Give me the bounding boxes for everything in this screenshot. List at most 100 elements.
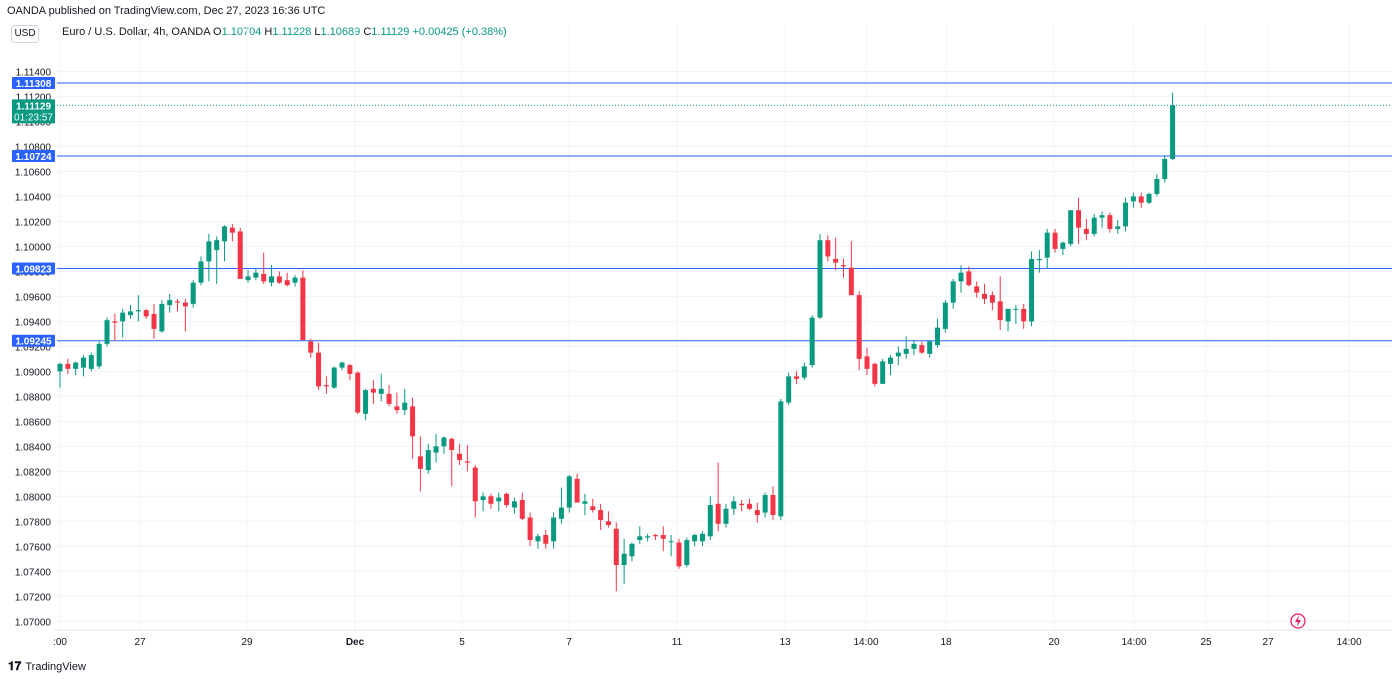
tradingview-logo-icon: 𝟏𝟕: [8, 659, 22, 673]
candle-body: [676, 542, 682, 567]
candle-body: [308, 341, 314, 353]
lightning-icon: [1290, 613, 1306, 629]
candle-body: [637, 536, 643, 541]
candle-body: [645, 536, 651, 538]
y-tick-label: 1.08600: [15, 417, 52, 428]
y-tick-label: 1.07200: [15, 592, 52, 603]
candle-body: [417, 456, 423, 469]
level-price-label: 1.09823: [15, 265, 52, 276]
x-tick-label: 14:00: [1121, 637, 1146, 648]
candle-body: [715, 503, 721, 524]
candle-body: [1099, 215, 1105, 218]
candle-body: [1068, 210, 1074, 244]
y-tick-label: 1.10800: [15, 142, 52, 153]
y-tick-label: 1.11400: [16, 67, 52, 78]
candle-body: [143, 310, 149, 317]
y-tick-label: 1.07800: [15, 517, 52, 528]
candle-body: [1138, 196, 1144, 203]
y-tick-label: 1.10000: [15, 242, 52, 253]
candle-body: [190, 282, 196, 304]
candle-body: [175, 301, 181, 303]
footer-brand[interactable]: 𝟏𝟕 TradingView: [8, 659, 86, 674]
x-tick-label: :00: [53, 637, 67, 648]
candle-body: [895, 352, 901, 357]
x-tick-label: 20: [1048, 637, 1060, 648]
candle-body: [276, 276, 282, 283]
candle-body: [605, 521, 611, 526]
candle-body: [198, 261, 204, 283]
candle-body: [253, 272, 259, 278]
candle-body: [323, 385, 329, 387]
candle-body: [370, 388, 376, 393]
candle-body: [786, 376, 792, 403]
y-tick-label: 1.09200: [15, 342, 52, 353]
candle-body: [386, 393, 392, 404]
candle-body: [731, 501, 737, 509]
candle-body: [856, 295, 862, 359]
candle-body: [182, 302, 188, 307]
candle-body: [159, 303, 165, 332]
candle-body: [511, 501, 517, 508]
x-tick-label: 25: [1200, 637, 1212, 648]
x-tick-label: 11: [672, 637, 683, 648]
candle-body: [582, 501, 588, 504]
candle-body: [1083, 228, 1089, 234]
candle-body: [425, 450, 431, 471]
candle-body: [292, 277, 298, 283]
y-tick-label: 1.07400: [15, 567, 52, 578]
candle-body: [472, 467, 478, 502]
candle-body: [316, 352, 322, 387]
candle-body: [1170, 105, 1176, 159]
candle-body: [488, 496, 494, 504]
candle-body: [746, 503, 752, 509]
candle-body: [911, 343, 917, 349]
candle-body: [245, 276, 251, 281]
candle-body: [809, 317, 815, 366]
x-tick-label: 29: [241, 637, 253, 648]
candle-body: [1123, 202, 1129, 227]
candle-body: [927, 341, 933, 354]
candle-body: [778, 401, 784, 517]
candle-body: [684, 540, 690, 566]
candle-body: [284, 280, 290, 286]
level-price-badge: [12, 334, 55, 347]
candle-body: [394, 406, 400, 411]
candle-body: [629, 543, 635, 557]
open-label: O: [213, 26, 222, 38]
candle-body: [1005, 308, 1011, 322]
symbol-title[interactable]: Euro / U.S. Dollar, 4h, OANDA: [62, 26, 210, 38]
candle-body: [692, 535, 698, 542]
candle-body: [613, 528, 619, 566]
candle-body: [206, 241, 212, 262]
candle-body: [652, 535, 658, 537]
currency-badge[interactable]: USD: [11, 25, 39, 43]
x-tick-label: Dec: [346, 637, 365, 648]
candle-body: [574, 478, 580, 503]
candle-body: [754, 510, 760, 516]
candle-body: [519, 500, 525, 519]
candle-body: [504, 493, 510, 506]
candle-body: [825, 240, 831, 257]
candle-body: [527, 517, 533, 541]
y-tick-label: 1.10600: [15, 167, 52, 178]
candle-body: [543, 535, 549, 544]
y-tick-label: 1.07600: [15, 542, 52, 553]
x-tick-label: 14:00: [1336, 637, 1361, 648]
y-tick-label: 1.09600: [15, 292, 52, 303]
candle-body: [723, 508, 729, 524]
y-tick-label: 1.10400: [15, 192, 52, 203]
y-tick-label: 1.08200: [15, 467, 52, 478]
y-tick-label: 1.09400: [15, 317, 52, 328]
footer-brand-text: TradingView: [25, 660, 86, 673]
high-label: H: [264, 26, 273, 38]
x-tick-label: 14:00: [853, 637, 878, 648]
candle-body: [1162, 158, 1168, 179]
last-price-badge: [12, 99, 55, 124]
candle-body: [566, 476, 572, 508]
candle-body: [441, 437, 447, 447]
y-tick-label: 1.08400: [15, 442, 52, 453]
candle-body: [1146, 193, 1152, 203]
candle-body: [668, 541, 674, 543]
candle-body: [762, 495, 768, 513]
